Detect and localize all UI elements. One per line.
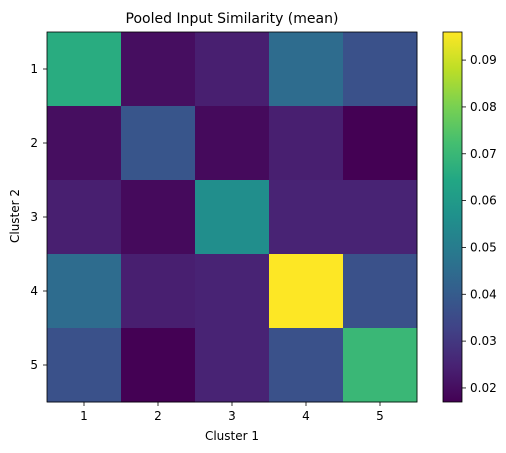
heatmap-cell (269, 328, 344, 403)
heatmap-cell (47, 180, 122, 255)
heatmap-cell (195, 254, 270, 329)
colorbar-tick-label: 0.03 (470, 334, 497, 348)
colorbar-tick-label: 0.06 (470, 194, 497, 208)
colorbar (443, 32, 462, 402)
heatmap-cell (343, 32, 418, 107)
heatmap-cell (195, 180, 270, 255)
colorbar-frame (442, 31, 463, 403)
heatmap-cell (343, 106, 418, 181)
heatmap-cell (47, 254, 122, 329)
colorbar-ticks: 0.02 0.03 0.04 0.05 0.06 0.07 0.08 0.09 (462, 53, 497, 395)
heatmap-cell (195, 328, 270, 403)
heatmap-cell (343, 328, 418, 403)
heatmap-cell (269, 254, 344, 329)
colorbar-tick-label: 0.08 (470, 100, 497, 114)
heatmap-cell (269, 106, 344, 181)
chart-title: Pooled Input Similarity (mean) (126, 11, 339, 27)
x-axis-ticks: 1 2 3 4 5 (80, 402, 384, 423)
heatmap-cell (195, 32, 270, 107)
y-axis-label: Cluster 2 (8, 189, 22, 243)
x-tick-label: 2 (154, 409, 162, 423)
y-tick-label: 1 (30, 62, 38, 76)
x-tick-label: 5 (376, 409, 384, 423)
heatmap-cell (47, 328, 122, 403)
y-tick-label: 5 (30, 358, 38, 372)
heatmap-cell (343, 254, 418, 329)
heatmap-cell (343, 180, 418, 255)
heatmap-cell (195, 106, 270, 181)
heatmap-cell (47, 106, 122, 181)
heatmap-cell (269, 180, 344, 255)
heatmap-cell (121, 180, 196, 255)
heatmap-cell (121, 328, 196, 403)
y-tick-label: 3 (30, 210, 38, 224)
heatmap-cell (121, 106, 196, 181)
x-tick-label: 4 (302, 409, 310, 423)
x-axis-label: Cluster 1 (205, 429, 259, 443)
x-tick-label: 3 (228, 409, 236, 423)
y-tick-label: 4 (30, 284, 38, 298)
colorbar-tick-label: 0.05 (470, 240, 497, 254)
colorbar-tick-label: 0.04 (470, 287, 497, 301)
colorbar-tick-label: 0.09 (470, 53, 497, 67)
heatmap-cell (269, 32, 344, 107)
heatmap-cell (121, 32, 196, 107)
y-axis-ticks: 1 2 3 4 5 (30, 62, 47, 372)
heatmap-cell (47, 32, 122, 107)
colorbar-tick-label: 0.07 (470, 147, 497, 161)
colorbar-tick-label: 0.02 (470, 381, 497, 395)
x-tick-label: 1 (80, 409, 88, 423)
heatmap-cell (121, 254, 196, 329)
heatmap-cells (47, 32, 418, 403)
y-tick-label: 2 (30, 136, 38, 150)
